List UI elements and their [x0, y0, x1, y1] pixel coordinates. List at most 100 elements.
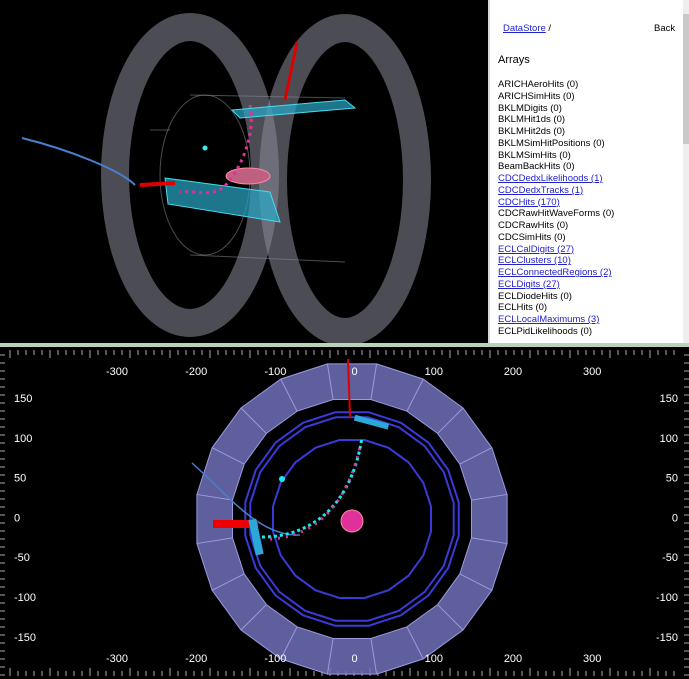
x-axis-label: 100	[425, 366, 443, 378]
segment	[471, 493, 508, 501]
array-item: ARICHAeroHits (0)	[498, 79, 579, 90]
segment	[196, 493, 233, 501]
array-item: CDCRawHitWaveForms (0)	[498, 208, 615, 220]
hits	[261, 436, 364, 539]
y-axis-label: 150	[14, 393, 32, 405]
track	[347, 358, 351, 418]
cluster	[213, 520, 258, 528]
array-item: BKLMHit2ds (0)	[498, 126, 566, 138]
segment	[240, 604, 267, 631]
ruler	[0, 350, 689, 676]
y-axis-label: 100	[14, 433, 32, 445]
segment	[240, 407, 267, 434]
segment	[459, 573, 493, 591]
tracker-ring	[244, 411, 460, 627]
segment	[326, 363, 334, 400]
y-axis-label: 50	[14, 473, 26, 485]
array-item: BeamBackHits (0)	[498, 161, 575, 173]
y-axis-label: -100	[656, 592, 678, 604]
track	[21, 137, 136, 186]
projection-view: -300 -300 -200 -200 -100 -100 0 0 100 100 200 200 30…	[0, 347, 689, 679]
hit	[279, 476, 285, 482]
side-panel: DataStore / Back Arrays ARICHAeroHits (0…	[490, 0, 689, 343]
array-link[interactable]: CDCDedxTracks (1)	[498, 184, 584, 196]
x-axis-label: 200	[504, 366, 522, 378]
y-axis-label: 50	[666, 473, 678, 485]
x-axis-label: 200	[504, 653, 522, 665]
y-axis-label: 0	[14, 512, 20, 524]
y-axis-label: -150	[14, 632, 36, 644]
tracker-ring	[249, 416, 455, 622]
3d-view	[0, 0, 488, 343]
x-axis-label: 0	[352, 653, 358, 665]
tracker-ring	[272, 439, 432, 599]
right-endcap	[259, 14, 431, 343]
breadcrumb: DataStore /	[503, 23, 551, 34]
segment	[471, 537, 508, 545]
array-item: ECLHits (0)	[498, 302, 548, 314]
array-link[interactable]: ECLDigits (27)	[498, 278, 560, 290]
array-item: CDCRawHits (0)	[498, 220, 569, 232]
x-axis-label: -300	[106, 653, 128, 665]
x-axis-label: -200	[185, 366, 207, 378]
scroll-thumb[interactable]	[683, 14, 689, 144]
segment	[280, 378, 298, 412]
y-axis-label: 0	[672, 512, 678, 524]
hits	[179, 104, 253, 195]
segment	[437, 604, 464, 631]
splitter[interactable]	[0, 343, 689, 347]
back-button[interactable]: Back	[654, 23, 676, 34]
array-item: BKLMSimHitPositions (0)	[498, 137, 605, 149]
cluster	[139, 181, 176, 187]
hit	[202, 145, 208, 151]
segment	[370, 363, 378, 400]
segment	[196, 537, 233, 545]
barrel-line	[150, 94, 346, 263]
y-axis-label: -50	[14, 552, 30, 564]
y-axis-label: 100	[660, 433, 678, 445]
detector	[191, 358, 508, 675]
x-axis-label: -100	[264, 653, 286, 665]
datastore-link[interactable]: DataStore	[503, 23, 546, 34]
x-axis-label: 0	[352, 366, 358, 378]
x-axis-label: -200	[185, 653, 207, 665]
track	[283, 41, 299, 101]
interaction-point	[340, 509, 364, 533]
y-axis-label: -100	[14, 592, 36, 604]
scrollbar[interactable]	[683, 0, 689, 343]
array-item: BKLMSimHits (0)	[498, 149, 571, 161]
y-axis-label: 150	[660, 393, 678, 405]
array-link[interactable]: ECLCalDigits (27)	[498, 243, 575, 255]
segment	[406, 626, 424, 660]
cyan-slab	[164, 177, 281, 223]
array-link[interactable]: ECLLocalMaximums (3)	[498, 314, 600, 326]
segment	[406, 378, 424, 412]
array-item: ARICHSimHits (0)	[498, 90, 575, 102]
x-axis-label: -300	[106, 366, 128, 378]
array-item: BKLMDigits (0)	[498, 102, 562, 114]
y-axis-label: -50	[662, 552, 678, 564]
array-link[interactable]: CDCHits (170)	[498, 196, 560, 208]
cluster	[248, 518, 264, 556]
array-link[interactable]: CDCDedxLikelihoods (1)	[498, 173, 603, 185]
segment	[437, 407, 464, 434]
array-item: CDCSimHits (0)	[498, 231, 566, 243]
segment	[459, 447, 493, 465]
array-item: BKLMHit1ds (0)	[498, 114, 566, 126]
array-link[interactable]: ECLClusters (10)	[498, 255, 571, 267]
segment	[370, 638, 378, 675]
heading: Arrays	[498, 54, 530, 66]
array-item: ECLDiodeHits (0)	[498, 290, 572, 302]
segment	[280, 626, 298, 660]
axis-labels: -300 -300 -200 -200 -100 -100 0 0 100 100 200 200 30…	[14, 366, 678, 665]
segment	[211, 447, 245, 465]
array-link[interactable]: ECLConnectedRegions (2)	[498, 267, 612, 279]
x-axis-label: -100	[264, 366, 286, 378]
cluster	[353, 414, 390, 430]
x-axis-label: 300	[583, 366, 601, 378]
separator: /	[548, 23, 552, 34]
y-axis-label: -150	[656, 632, 678, 644]
x-axis-label: 300	[583, 653, 601, 665]
array-item: ECLPidLikelihoods (0)	[498, 325, 592, 337]
segment	[211, 573, 245, 591]
